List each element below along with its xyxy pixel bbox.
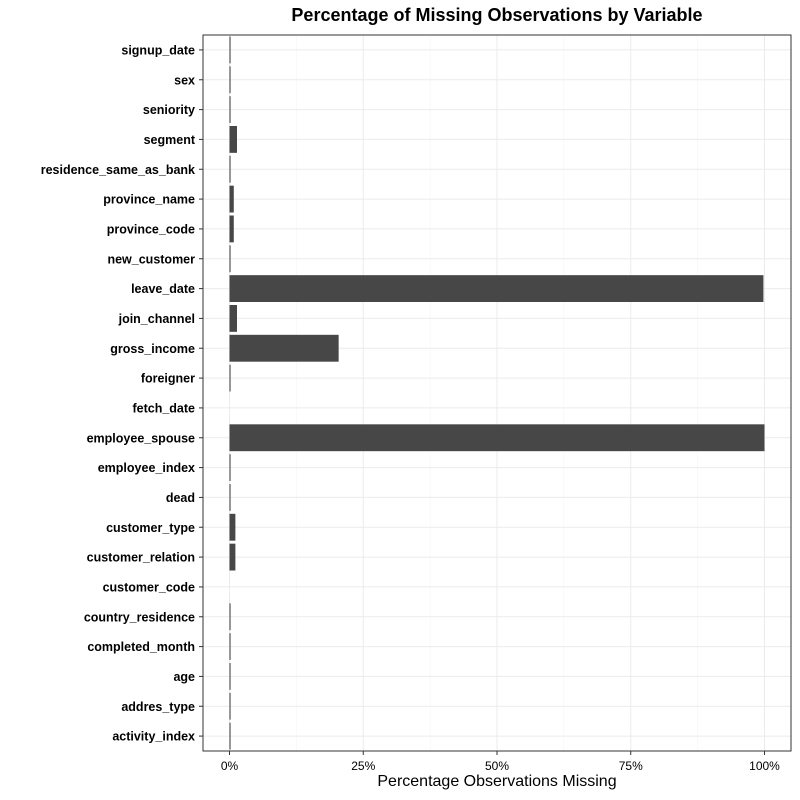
y-tick-label: customer_code [103,580,195,594]
bar-addres_type [229,692,231,720]
y-tick-label: residence_same_as_bank [41,163,195,177]
y-tick-label: sex [174,73,195,87]
y-tick-label: country_residence [84,610,195,624]
bar-segment [229,125,237,153]
bar-province_name [229,185,234,213]
bar-join_channel [229,304,237,332]
x-tick-label: 50% [485,759,509,773]
bar-foreigner [229,364,231,392]
x-tick-label: 0% [221,759,239,773]
y-tick-label: employee_spouse [87,431,195,445]
y-tick-label: customer_type [106,521,195,535]
plot-border [202,34,792,752]
y-tick-label: new_customer [107,252,195,266]
bar-residence_same_as_bank [229,155,231,183]
y-tick-label: addres_type [121,700,195,714]
grid-lines [203,35,791,751]
y-tick-label: gross_income [110,342,195,356]
bar-employee_spouse [229,424,765,452]
bar-seniority [229,96,231,124]
y-tick-label: employee_index [98,461,195,475]
bar-activity_index [229,722,231,750]
y-tick-label: signup_date [121,43,195,57]
bar-signup_date [229,36,231,64]
bar-completed_month [229,633,231,661]
bar-country_residence [229,603,231,631]
y-tick-label: dead [166,491,195,505]
bar-new_customer [229,245,231,273]
bar-customer_type [229,513,236,541]
y-tick-label: foreigner [141,372,195,386]
x-tick-label: 25% [351,759,375,773]
bar-gross_income [229,334,339,362]
y-tick-label: fetch_date [132,401,195,415]
x-tick-label: 100% [749,759,780,773]
bars [229,36,765,750]
y-tick-label: completed_month [87,640,195,654]
y-tick-label: segment [144,133,196,147]
y-tick-label: activity_index [112,730,195,744]
bar-age [229,662,231,690]
bar-customer_relation [229,543,236,571]
y-tick-label: leave_date [131,282,195,296]
y-tick-label: province_code [107,222,195,236]
y-tick-label: age [173,670,195,684]
bar-province_code [229,215,234,243]
bar-employee_index [229,454,231,482]
chart-title: Percentage of Missing Observations by Va… [291,5,703,25]
x-axis-title: Percentage Observations Missing [377,773,617,790]
bar-leave_date [229,275,764,303]
bar-dead [229,483,231,511]
bar-sex [229,66,231,94]
y-tick-label: seniority [143,103,195,117]
y-tick-label: province_name [103,193,195,207]
x-tick-label: 75% [619,759,643,773]
y-tick-label: customer_relation [87,551,195,565]
y-tick-label: join_channel [118,312,195,326]
